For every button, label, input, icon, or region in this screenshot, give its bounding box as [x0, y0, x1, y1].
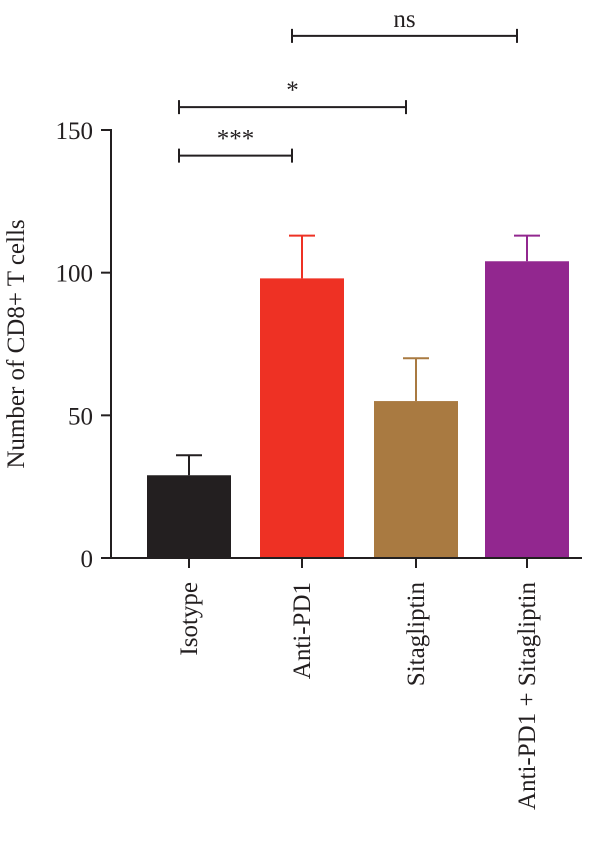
y-tick-label: 50	[68, 403, 93, 430]
error-bars	[176, 234, 540, 476]
significance-bracket	[291, 28, 518, 43]
x-tick-label: Sitagliptin	[403, 582, 430, 687]
bar	[374, 401, 458, 558]
y-axis-label: Number of CD8+ T cells	[3, 219, 30, 468]
significance-label: *	[286, 77, 299, 104]
bar	[147, 475, 231, 558]
bar	[485, 261, 569, 558]
y-tick-label: 0	[81, 546, 94, 573]
y-tick-label: 150	[56, 118, 94, 145]
x-tick-label: Isotype	[176, 582, 203, 656]
bars	[147, 261, 569, 558]
y-axis: 0 50 100 150	[56, 118, 112, 573]
significance-label: ***	[217, 126, 255, 153]
significance-brackets: ****ns	[178, 6, 518, 163]
bar	[260, 278, 344, 558]
y-tick-label: 100	[56, 261, 94, 288]
significance-label: ns	[393, 6, 415, 33]
x-axis: Isotype Anti-PD1 Sitagliptin Anti-PD1 + Sit…	[111, 557, 582, 811]
significance-bracket	[178, 100, 407, 115]
significance-bracket	[178, 148, 293, 163]
x-tick-label: Anti-PD1	[289, 582, 316, 679]
x-tick-label: Anti-PD1 + Sitagliptin	[514, 582, 541, 811]
